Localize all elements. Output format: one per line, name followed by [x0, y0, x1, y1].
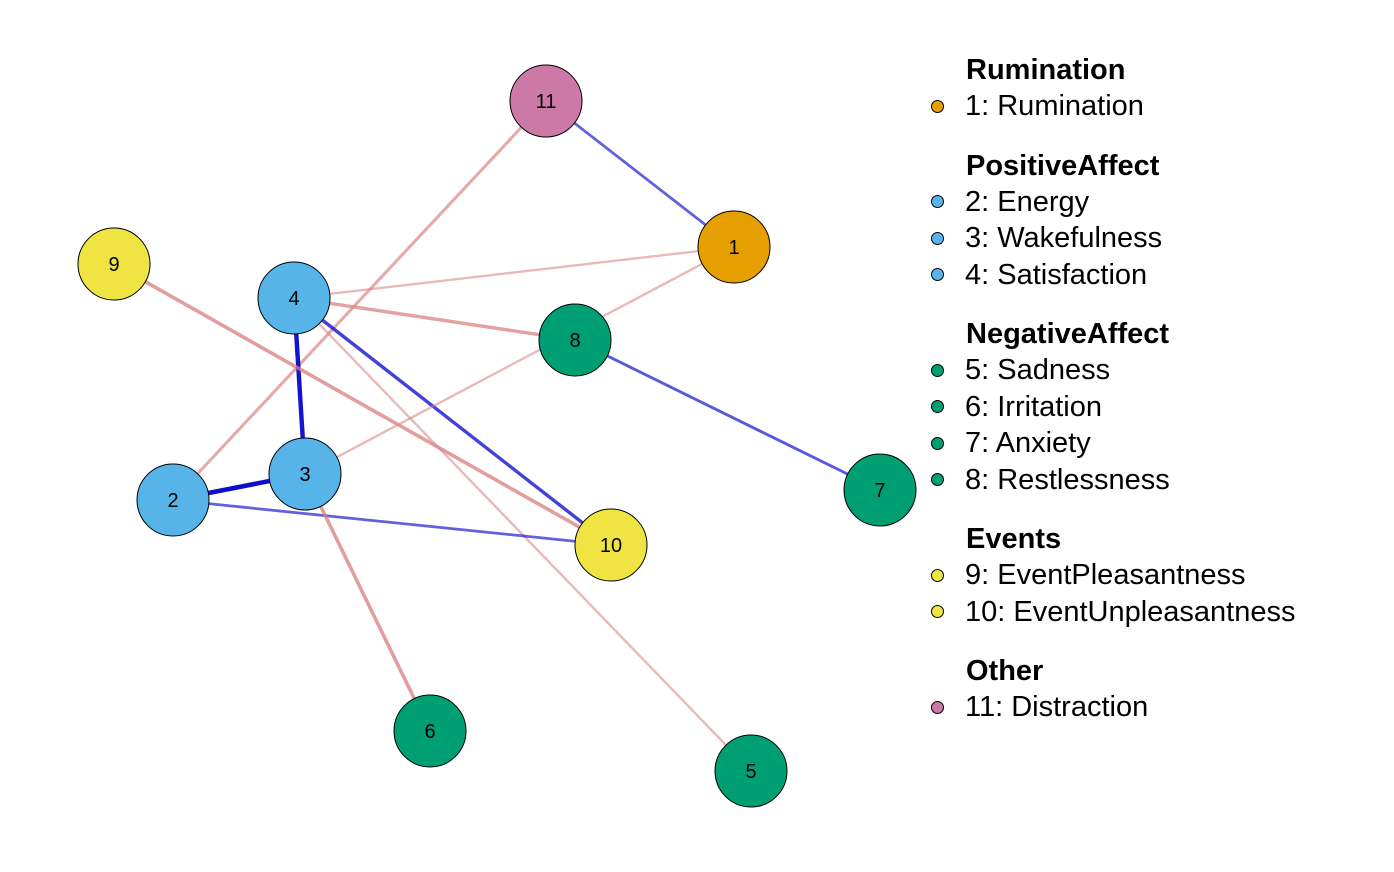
- legend-group-title: NegativeAffect: [966, 318, 1170, 350]
- legend-group-title: Other: [966, 655, 1044, 687]
- legend-dot-icon: [931, 473, 944, 487]
- node-circle: [714, 734, 788, 808]
- legend-dot-icon: [931, 231, 944, 245]
- edge-3-6: [303, 472, 432, 733]
- node-label: 5: [745, 761, 756, 783]
- legend-dot-icon: [931, 268, 944, 282]
- node-label: 10: [600, 535, 622, 557]
- node-5: 5: [714, 734, 788, 808]
- node-label: 11: [536, 91, 557, 113]
- legend-item: 5: Sadness: [926, 352, 1296, 389]
- legend-group: Events 9: EventPleasantness 10: EventUnple…: [926, 521, 1296, 630]
- node-11: 11: [509, 64, 583, 138]
- legend-item: 4: Satisfaction: [926, 257, 1296, 294]
- legend-item-label: 5: Sadness: [965, 354, 1111, 386]
- legend-dot-icon: [931, 99, 944, 113]
- legend-item-label: 10: EventUnpleasantness: [965, 595, 1296, 628]
- legend-dot-icon: [931, 568, 944, 582]
- node-4: 4: [257, 261, 331, 335]
- node-label: 9: [108, 254, 119, 276]
- legend-item-label: 4: Satisfaction: [965, 258, 1148, 291]
- legend-item: 6: Irritation: [926, 389, 1296, 426]
- legend-item-label: 3: Wakefulness: [965, 222, 1163, 254]
- edge-2-10: [171, 498, 613, 547]
- legend: Rumination 1: Rumination PositiveAffect 2: …: [926, 52, 1296, 749]
- node-label: 6: [424, 721, 435, 743]
- legend-item: 3: Wakefulness: [926, 220, 1296, 257]
- legend-item: 1: Rumination: [926, 88, 1296, 125]
- edge-4-5: [292, 296, 753, 773]
- legend-dot-icon: [931, 363, 944, 377]
- node-label: 3: [299, 464, 310, 486]
- legend-item-label: 1: Rumination: [965, 90, 1144, 122]
- legend-item: 11: Distraction: [926, 689, 1296, 726]
- legend-item-label: 8: Restlessness: [965, 463, 1170, 496]
- edge-9-10: [112, 262, 613, 547]
- legend-group-title: Rumination: [966, 54, 1126, 86]
- edge-4-1: [292, 245, 736, 300]
- edge-11-1: [544, 99, 736, 249]
- legend-dot-icon: [931, 436, 944, 450]
- node-label: 4: [288, 288, 299, 310]
- node-6: 6: [393, 694, 467, 768]
- node-circle: [538, 303, 612, 377]
- legend-item-label: 2: Energy: [965, 185, 1090, 218]
- node-circle: [257, 261, 331, 335]
- node-9: 9: [77, 227, 151, 301]
- node-circle: [136, 463, 210, 537]
- node-label: 1: [728, 237, 739, 259]
- edge-8-7: [573, 338, 882, 492]
- legend-group-title: PositiveAffect: [966, 149, 1160, 182]
- node-10: 10: [574, 508, 648, 582]
- legend-group: PositiveAffect 2: Energy 3: Wakefulness 4: …: [926, 148, 1296, 294]
- edge-layer: [112, 99, 882, 773]
- legend-group: Rumination 1: Rumination: [926, 52, 1296, 125]
- node-8: 8: [538, 303, 612, 377]
- node-circle: [574, 508, 648, 582]
- legend-item: 8: Restlessness: [926, 462, 1296, 499]
- node-layer: 1 2 3 4 5 6 7 8 9 10 11: [77, 64, 917, 808]
- node-label: 8: [569, 330, 580, 352]
- node-circle: [697, 210, 771, 284]
- legend-group: NegativeAffect 5: Sadness 6: Irritation 7: …: [926, 316, 1296, 498]
- legend-item-label: 7: Anxiety: [965, 427, 1091, 459]
- node-2: 2: [136, 463, 210, 537]
- legend-item: 2: Energy: [926, 184, 1296, 221]
- legend-item: 10: EventUnpleasantness: [926, 594, 1296, 631]
- edge-11-2: [171, 99, 548, 502]
- edge-4-8: [292, 296, 577, 342]
- edge-4-10: [292, 296, 613, 547]
- legend-dot-icon: [931, 605, 944, 619]
- node-7: 7: [843, 453, 917, 527]
- legend-dot-icon: [931, 195, 944, 209]
- node-3: 3: [268, 437, 342, 511]
- legend-item: 7: Anxiety: [926, 425, 1296, 462]
- legend-group: Other 11: Distraction: [926, 653, 1296, 726]
- node-circle: [393, 694, 467, 768]
- node-label: 7: [874, 480, 885, 502]
- node-circle: [509, 64, 583, 138]
- legend-group-title: Events: [966, 523, 1062, 555]
- legend-item-label: 6: Irritation: [965, 390, 1102, 423]
- legend-dot-icon: [931, 700, 944, 714]
- legend-item-label: 9: EventPleasantness: [965, 559, 1246, 591]
- legend-dot-icon: [931, 400, 944, 414]
- node-1: 1: [697, 210, 771, 284]
- legend-item-label: 11: Distraction: [965, 691, 1149, 723]
- node-circle: [268, 437, 342, 511]
- edge-3-1: [303, 245, 736, 476]
- node-label: 2: [167, 490, 178, 512]
- legend-item: 9: EventPleasantness: [926, 557, 1296, 594]
- node-circle: [843, 453, 917, 527]
- node-circle: [77, 227, 151, 301]
